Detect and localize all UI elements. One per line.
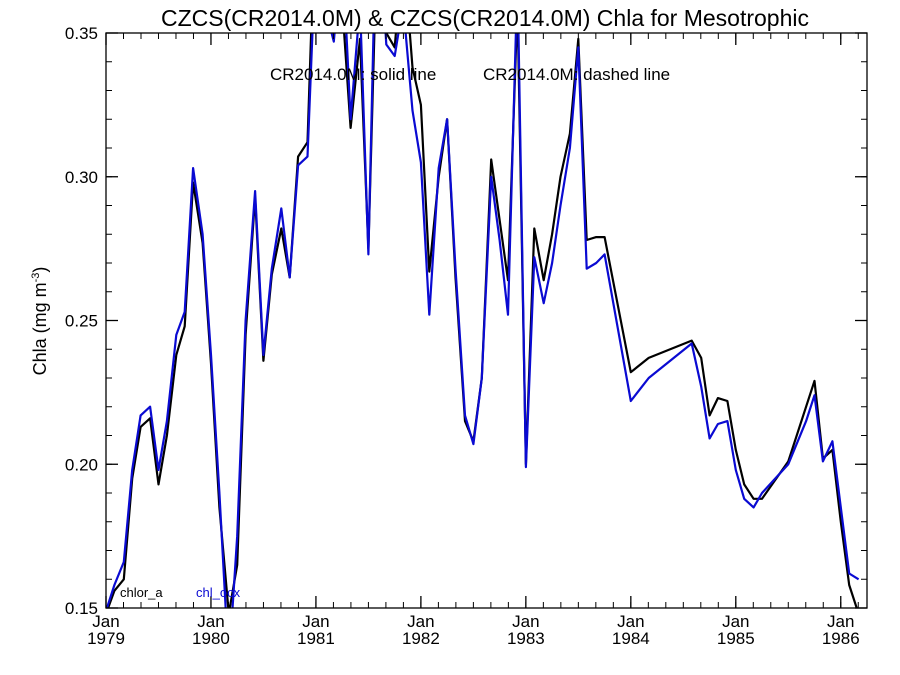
y-axis: 0.15 0.20 0.25 0.30 0.35 xyxy=(65,24,867,618)
x-tick-year-label: 1986 xyxy=(822,629,860,648)
legend-chl-ocx: chl_ocx xyxy=(196,585,241,600)
plot-lines xyxy=(106,33,860,608)
x-tick-month-label: Jan xyxy=(197,612,224,631)
annotation-solid-line: CR2014.0M: solid line xyxy=(270,65,436,84)
y-axis-label-main: Chla (mg m xyxy=(30,282,50,375)
x-tick-month-label: Jan xyxy=(407,612,434,631)
y-tick-label: 0.20 xyxy=(65,455,98,474)
x-tick-month-label: Jan xyxy=(302,612,329,631)
y-axis-label-superscript: -3 xyxy=(30,273,42,283)
y-tick-label: 0.15 xyxy=(65,599,98,618)
legend-chlor-a: chlor_a xyxy=(120,585,163,600)
x-tick-year-label: 1979 xyxy=(87,629,125,648)
x-tick-year-label: 1985 xyxy=(717,629,755,648)
x-tick-month-label: Jan xyxy=(827,612,854,631)
x-tick-year-label: 1983 xyxy=(507,629,545,648)
series-line-chlor-a xyxy=(106,33,858,608)
x-tick-month-label: Jan xyxy=(512,612,539,631)
y-tick-label: 0.30 xyxy=(65,168,98,187)
y-axis-label: Chla (mg m-3) xyxy=(30,267,50,376)
x-tick-month-label: Jan xyxy=(722,612,749,631)
x-tick-year-label: 1981 xyxy=(297,629,335,648)
chart-title: CZCS(CR2014.0M) & CZCS(CR2014.0M) Chla f… xyxy=(161,5,809,31)
series-line-chl-ocx xyxy=(106,33,860,608)
y-tick-label: 0.25 xyxy=(65,312,98,331)
x-tick-year-label: 1984 xyxy=(612,629,650,648)
x-tick-year-label: 1982 xyxy=(402,629,440,648)
y-axis-label-tail: ) xyxy=(30,267,50,273)
x-tick-month-label: Jan xyxy=(617,612,644,631)
x-tick-month-label: Jan xyxy=(92,612,119,631)
y-tick-label: 0.35 xyxy=(65,24,98,43)
x-tick-year-label: 1980 xyxy=(192,629,230,648)
x-axis: Jan1979Jan1980Jan1981Jan1982Jan1983Jan19… xyxy=(87,33,860,648)
annotation-dashed-line: CR2014.0M: dashed line xyxy=(483,65,670,84)
